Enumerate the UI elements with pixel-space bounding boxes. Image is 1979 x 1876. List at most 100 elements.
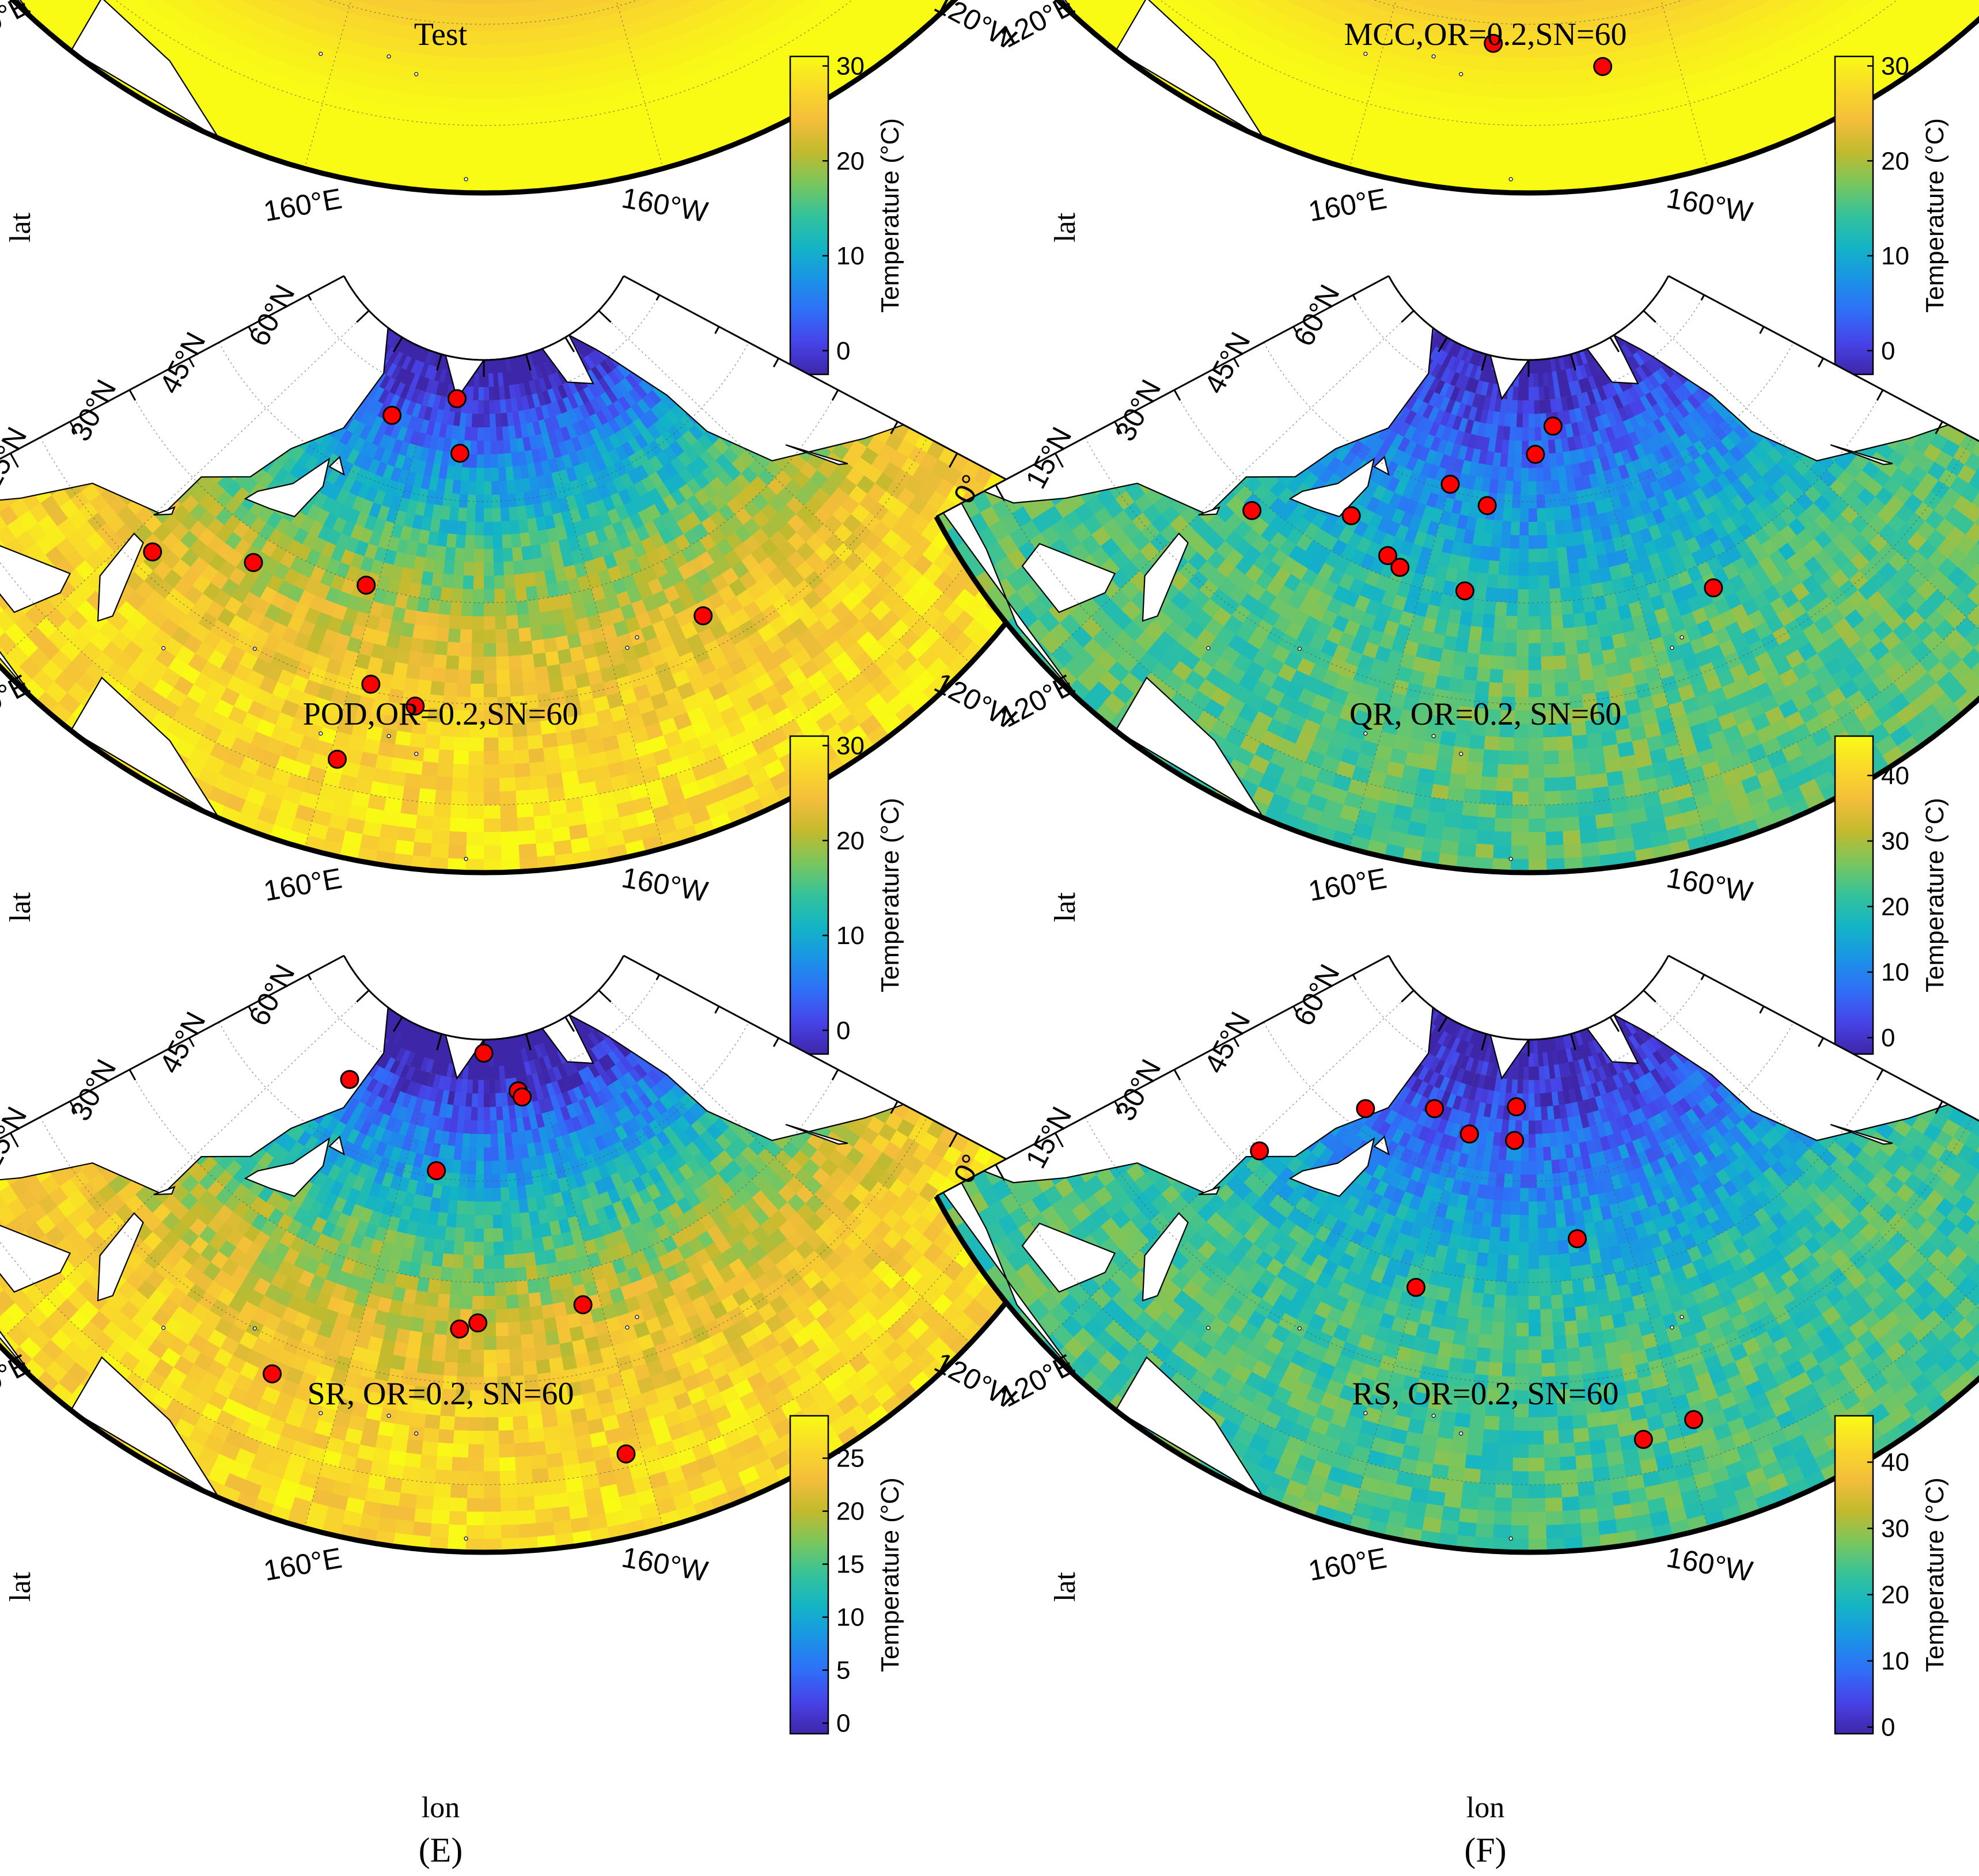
sensor-marker [1455, 581, 1474, 601]
island [1459, 1431, 1464, 1436]
island [1680, 635, 1684, 640]
panel-caption: (F) [1464, 1831, 1506, 1869]
tick-mark [1818, 1037, 1824, 1047]
sensor-marker [328, 749, 347, 769]
sensor-marker [447, 389, 467, 408]
colorbar-tick-label: 10 [1881, 958, 1909, 987]
sensor-marker [1440, 475, 1460, 494]
panel-caption: (E) [419, 1831, 463, 1869]
island [1670, 646, 1674, 650]
lon-tick-label: 160°E [261, 182, 344, 228]
sst-field [0, 0, 958, 193]
colorbar-tick-label: 0 [1881, 337, 1895, 365]
tick-mark [128, 1069, 137, 1081]
tick-mark [1352, 974, 1357, 980]
island [464, 177, 468, 181]
colorbar-tick-label: 0 [1881, 1714, 1895, 1742]
lon-tick-label: 160°E [261, 862, 344, 907]
sensor-marker [1459, 1124, 1479, 1144]
frame-bottom [0, 1195, 1079, 1555]
tick-mark [1401, 310, 1415, 323]
land-mass [1021, 543, 1116, 613]
tick-mark [1818, 358, 1824, 367]
graticule [995, 294, 1979, 848]
frame-side [1668, 954, 1979, 1122]
sst-field [936, 956, 1979, 1552]
sst-field [0, 276, 1076, 873]
y-axis-label: lat [4, 1571, 37, 1602]
sensor-marker [361, 674, 381, 694]
tick-mark [655, 974, 661, 980]
graticule [0, 294, 1017, 848]
colorbar-label: Temperature (°C) [876, 118, 904, 313]
colorbar-label: Temperature (°C) [876, 1477, 904, 1672]
colorbar [789, 735, 829, 1055]
tick-mark [9, 453, 19, 468]
colorbar-tick-label: 20 [836, 147, 865, 175]
land-mass [0, 464, 37, 702]
tick-mark [1935, 1101, 1943, 1114]
land-mass [1613, 956, 1950, 1142]
tick-mark [598, 990, 612, 1003]
tick-mark [564, 336, 575, 353]
colorbar-tick-label: 20 [836, 1498, 865, 1526]
tick-mark [1481, 1033, 1487, 1051]
tick-mark [525, 354, 532, 371]
lon-tick-label: 120°E [995, 0, 1079, 54]
tick-mark [1609, 336, 1620, 353]
land-mass [1613, 276, 1950, 462]
tick-mark [655, 294, 661, 301]
colorbar [1834, 55, 1874, 376]
tick-mark [949, 1132, 958, 1147]
tick-mark [1173, 389, 1181, 401]
land-mass [1830, 1124, 1893, 1145]
colorbar-tick-label: 30 [1881, 52, 1909, 80]
tick-mark [1233, 358, 1239, 367]
tick-mark [525, 1033, 532, 1051]
sensor-marker [1378, 546, 1397, 566]
tick-mark [393, 1016, 403, 1032]
island [1363, 51, 1368, 56]
island [1431, 54, 1436, 59]
colorbar-label: Temperature (°C) [1921, 1477, 1949, 1672]
tick-mark [9, 1132, 19, 1147]
land-mass [1288, 1137, 1375, 1197]
tick-mark [1438, 336, 1448, 353]
tick-mark [890, 421, 898, 434]
lon-tick-label: 160°E [1306, 182, 1389, 228]
lon-tick-label: 160°W [1664, 181, 1756, 228]
land-mass [153, 1185, 176, 1196]
colorbar-tick-label: 10 [1881, 242, 1909, 270]
tick-mark [831, 1069, 839, 1081]
frame-bottom [0, 515, 1079, 876]
island [386, 734, 391, 738]
land-mass [0, 543, 71, 613]
lon-tick-label: 120°E [995, 668, 1079, 734]
island [386, 1413, 391, 1418]
tick-mark [1759, 326, 1765, 334]
tick-mark [1054, 1132, 1064, 1147]
colorbar-tick-label: 20 [1881, 147, 1909, 175]
land-mass [936, 464, 1082, 702]
colorbar-tick-label: 0 [836, 1017, 850, 1045]
land-mass [568, 956, 905, 1142]
sensor-marker [263, 1364, 282, 1384]
tick-mark [949, 453, 958, 468]
land-mass [97, 532, 144, 622]
colorbar-tick-label: 10 [836, 922, 865, 950]
land-mass [1021, 1222, 1116, 1293]
island [635, 1314, 639, 1320]
colorbar-tick-label: 10 [1881, 1647, 1909, 1676]
y-axis-label: lat [4, 212, 37, 242]
lon-tick-label: 160°W [619, 861, 711, 908]
land-mass [0, 956, 389, 1195]
island [1670, 1325, 1674, 1330]
colorbar-tick-label: 0 [836, 1710, 850, 1738]
panel-title: SR, OR=0.2, SN=60 [307, 1376, 574, 1412]
sensor-marker [427, 1161, 446, 1181]
land-mass [1288, 457, 1375, 518]
frame-side [623, 954, 1077, 1197]
land-mass [0, 1222, 71, 1293]
tick-mark [248, 1006, 253, 1014]
tick-mark [1570, 1033, 1576, 1051]
